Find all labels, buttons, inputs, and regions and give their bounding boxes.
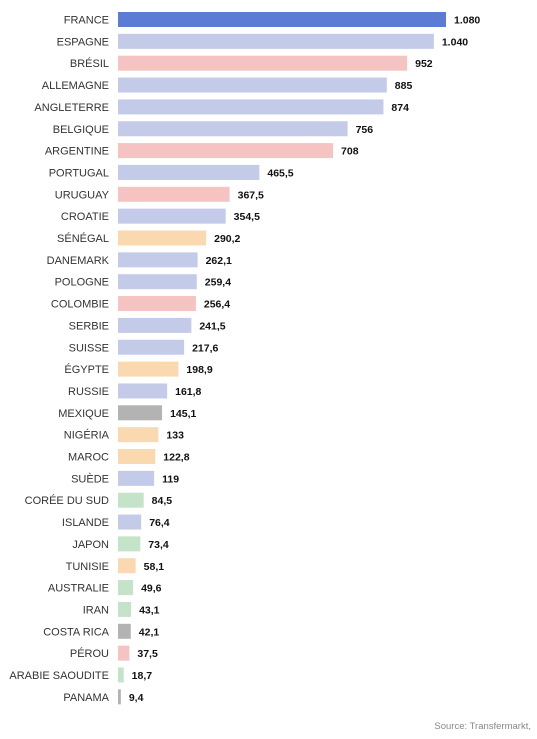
- bar: [118, 143, 334, 159]
- bar: [118, 383, 168, 399]
- bar: [118, 514, 142, 530]
- value-label: 259,4: [205, 277, 231, 289]
- category-label: PÉROU: [70, 647, 109, 660]
- bar: [118, 689, 121, 705]
- bar: [118, 580, 134, 596]
- category-label: MAROC: [68, 452, 109, 464]
- value-label: 256,4: [204, 299, 230, 311]
- bar: [118, 99, 384, 115]
- value-label: 290,2: [214, 233, 240, 245]
- category-label: COLOMBIE: [51, 299, 109, 311]
- category-label: DANEMARK: [47, 255, 110, 267]
- value-label: 367,5: [238, 189, 264, 201]
- category-label: ALLEMAGNE: [42, 80, 109, 92]
- value-label: 119: [162, 473, 179, 485]
- category-label: ANGLETERRE: [34, 102, 109, 114]
- bar: [118, 186, 230, 202]
- category-label: ARABIE SAOUDITE: [9, 670, 109, 682]
- bar: [118, 558, 136, 574]
- value-label: 145,1: [170, 408, 196, 420]
- bar: [118, 55, 408, 71]
- bar: [118, 492, 144, 508]
- value-label: 84,5: [152, 495, 173, 507]
- category-label: POLOGNE: [55, 277, 109, 289]
- bar: [118, 623, 131, 639]
- bar: [118, 339, 185, 355]
- bar: [118, 405, 163, 421]
- category-label: ARGENTINE: [45, 146, 109, 158]
- bar: [118, 317, 192, 333]
- category-label: AUSTRALIE: [48, 583, 109, 595]
- value-label: 9,4: [129, 692, 144, 704]
- bar: [118, 361, 179, 377]
- bar: [118, 252, 198, 268]
- value-label: 49,6: [141, 583, 162, 595]
- bar: [118, 33, 434, 49]
- category-label: NIGÉRIA: [64, 429, 110, 442]
- value-label: 354,5: [234, 211, 260, 223]
- category-label: URUGUAY: [55, 189, 110, 201]
- category-label: CORÉE DU SUD: [25, 494, 109, 507]
- value-label: 37,5: [137, 648, 158, 660]
- value-label: 1.080: [454, 15, 480, 27]
- value-label: 262,1: [206, 255, 232, 267]
- bar: [118, 645, 130, 661]
- category-label: SERBIE: [69, 320, 109, 332]
- bar: [118, 536, 141, 552]
- category-label: ÉGYPTE: [64, 363, 109, 376]
- value-label: 708: [341, 146, 359, 158]
- category-label: PORTUGAL: [49, 167, 109, 179]
- category-label: ISLANDE: [62, 517, 109, 529]
- bar: [118, 470, 155, 486]
- source-note: Source: Transfermarkt,: [434, 721, 531, 732]
- value-label: 58,1: [144, 561, 165, 573]
- category-label: SUISSE: [69, 342, 109, 354]
- bar: [118, 601, 132, 617]
- bar: [118, 208, 226, 224]
- category-label: IRAN: [83, 604, 109, 616]
- value-label: 241,5: [199, 320, 225, 332]
- value-label: 18,7: [132, 670, 153, 682]
- value-label: 217,6: [192, 342, 218, 354]
- bar: [118, 296, 196, 312]
- category-label: SUÈDE: [71, 472, 109, 485]
- category-label: JAPON: [72, 539, 109, 551]
- category-label: TUNISIE: [66, 561, 109, 573]
- bar: [118, 274, 197, 290]
- bar: [118, 12, 446, 27]
- category-label: PANAMA: [63, 692, 109, 704]
- category-label: MEXIQUE: [58, 408, 109, 420]
- value-label: 756: [356, 124, 374, 136]
- bar: [118, 449, 156, 464]
- category-label: CROATIE: [61, 211, 109, 223]
- category-label: SÉNÉGAL: [57, 232, 109, 245]
- value-label: 465,5: [267, 167, 293, 179]
- bar: [118, 77, 387, 93]
- category-label: FRANCE: [64, 15, 109, 27]
- category-label: BRÉSIL: [70, 57, 109, 70]
- value-label: 43,1: [139, 604, 160, 616]
- bar: [118, 667, 124, 683]
- bar: [118, 230, 207, 246]
- category-label: ESPAGNE: [57, 36, 109, 48]
- bar: [118, 164, 260, 180]
- value-label: 198,9: [186, 364, 212, 376]
- value-label: 122,8: [163, 452, 189, 464]
- value-label: 161,8: [175, 386, 201, 398]
- value-label: 42,1: [139, 626, 160, 638]
- value-label: 952: [415, 58, 433, 70]
- category-label: RUSSIE: [68, 386, 109, 398]
- value-label: 885: [395, 80, 413, 92]
- bar: [118, 121, 348, 137]
- value-label: 133: [166, 430, 184, 442]
- bar: [118, 427, 159, 443]
- value-label: 874: [391, 102, 409, 114]
- value-label: 1.040: [442, 36, 468, 48]
- value-label: 76,4: [149, 517, 170, 529]
- category-label: COSTA RICA: [43, 626, 109, 638]
- value-label: 73,4: [148, 539, 169, 551]
- category-label: BELGIQUE: [53, 124, 109, 136]
